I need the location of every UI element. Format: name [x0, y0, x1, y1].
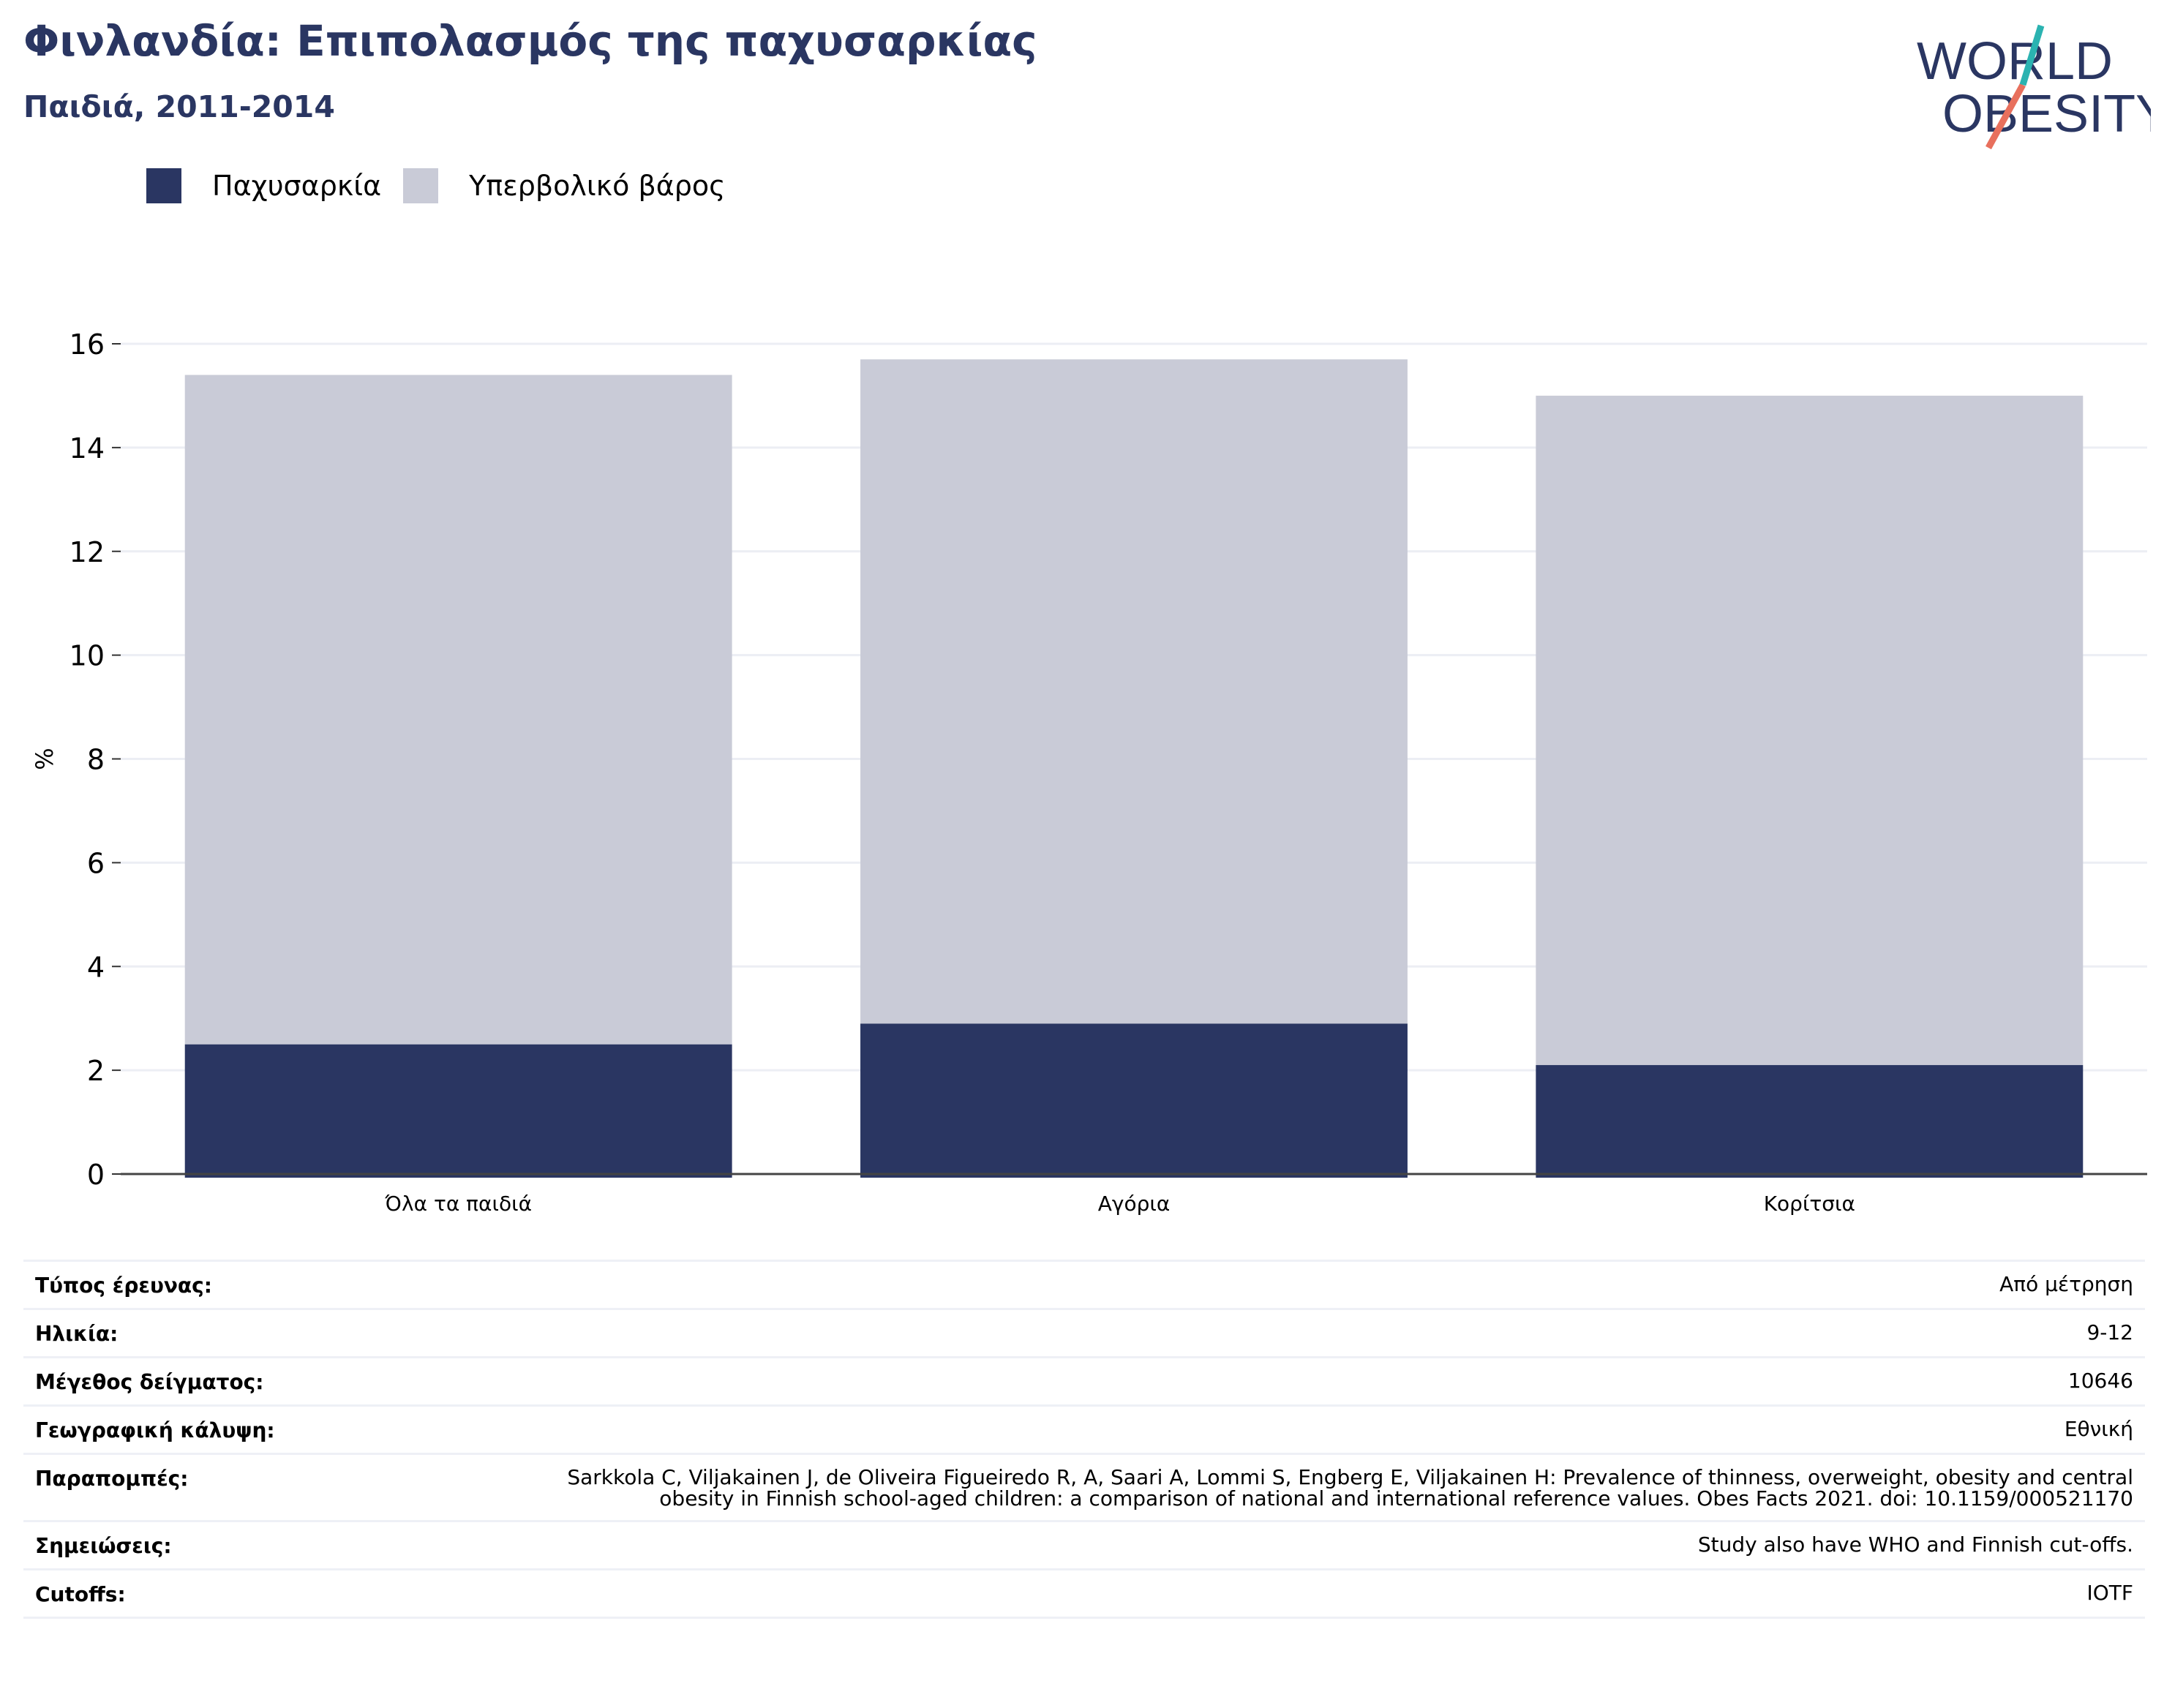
- logo-slash-coral: [1985, 83, 2026, 150]
- info-value: Study also have WHO and Finnish cut-offs…: [1697, 1532, 2133, 1557]
- info-value: Sarkkola C, Viljakainen J, de Oliveira F…: [567, 1465, 2133, 1511]
- y-tick-label: 12: [69, 536, 105, 568]
- bar-overweight: [1536, 395, 2084, 1066]
- info-label: Cutoffs:: [35, 1581, 126, 1606]
- x-tick-label: Όλα τα παιδιά: [384, 1192, 532, 1216]
- info-table: Τύπος έρευνας: Από μέτρηση Ηλικία: 9-12 …: [23, 1260, 2145, 1619]
- info-label: Ηλικία:: [35, 1322, 119, 1346]
- logo-slash-teal: [2019, 24, 2045, 86]
- y-tick-label: 4: [87, 951, 105, 983]
- info-value: 10646: [2067, 1369, 2133, 1393]
- info-label: Μέγεθος δείγματος:: [35, 1370, 264, 1394]
- y-tick-label: 16: [69, 328, 105, 361]
- info-row-notes: Σημειώσεις: Study also have WHO and Finn…: [23, 1519, 2145, 1568]
- info-label: Σημειώσεις:: [35, 1533, 172, 1558]
- info-value: Εθνική: [2064, 1417, 2133, 1441]
- chart-subtitle: Παιδιά, 2011-2014: [23, 89, 335, 124]
- y-tick-label: 6: [87, 847, 105, 879]
- world-obesity-logo: WORLD OBESITY: [1917, 24, 2151, 150]
- info-row-coverage: Γεωγραφική κάλυψη: Εθνική: [23, 1404, 2145, 1453]
- bar-overweight: [184, 375, 732, 1045]
- x-tick-label: Αγόρια: [1098, 1192, 1171, 1216]
- bar-obesity: [860, 1023, 1408, 1178]
- y-tick-label: 2: [87, 1055, 105, 1087]
- legend-label-overweight: Υπερβολικό βάρος: [469, 170, 726, 202]
- info-row-survey-type: Τύπος έρευνας: Από μέτρηση: [23, 1260, 2145, 1308]
- info-label: Τύπος έρευνας:: [35, 1274, 212, 1298]
- legend-item-obesity: Παχυσαρκία: [146, 168, 381, 203]
- logo-line1: WORLD: [1917, 32, 2113, 91]
- y-tick-label: 0: [87, 1159, 105, 1191]
- info-label: Γεωγραφική κάλυψη:: [35, 1418, 275, 1442]
- info-value: Από μέτρηση: [1999, 1272, 2133, 1296]
- y-tick-label: 8: [87, 744, 105, 776]
- legend-label-obesity: Παχυσαρκία: [212, 170, 382, 202]
- chart-title: Φινλανδία: Επιπολασμός της παχυσαρκίας: [23, 16, 1037, 66]
- bar-overweight: [860, 359, 1408, 1024]
- info-row-cutoffs: Cutoffs: IOTF: [23, 1568, 2145, 1619]
- y-tick-label: 14: [69, 432, 105, 464]
- x-tick-label: Κορίτσια: [1764, 1192, 1855, 1216]
- info-label: Παραπομπές:: [35, 1467, 189, 1491]
- info-value: IOTF: [2086, 1580, 2133, 1605]
- legend-swatch-obesity: [146, 168, 181, 203]
- bar-chart: 0 2 4 6 8 10 12 14 16% Όλα τα παιδιά Αγόρια Κορίτσι…: [31, 328, 2147, 1216]
- info-row-references: Παραπομπές: Sarkkola C, Viljakainen J, d…: [23, 1453, 2145, 1520]
- legend-swatch-overweight: [403, 168, 439, 203]
- y-tick-label: 10: [69, 640, 105, 672]
- info-row-sample-size: Μέγεθος δείγματος: 10646: [23, 1356, 2145, 1404]
- bar-obesity: [184, 1044, 732, 1178]
- bar-obesity: [1536, 1065, 2084, 1178]
- legend: Παχυσαρκία Υπερβολικό βάρος: [146, 168, 747, 203]
- logo-line2: OBESITY: [1942, 85, 2151, 143]
- info-value: 9-12: [2086, 1320, 2133, 1344]
- legend-item-overweight: Υπερβολικό βάρος: [403, 168, 725, 203]
- info-row-age: Ηλικία: 9-12: [23, 1308, 2145, 1356]
- y-axis-label: %: [31, 748, 59, 770]
